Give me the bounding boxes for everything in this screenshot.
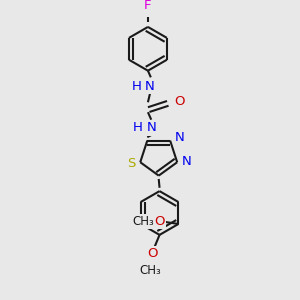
Text: N: N [146, 122, 156, 134]
Text: CH₃: CH₃ [140, 264, 161, 277]
Text: O: O [154, 215, 165, 228]
Text: O: O [174, 94, 185, 107]
Text: H: H [133, 122, 143, 134]
Text: N: N [145, 80, 155, 93]
Text: F: F [144, 0, 152, 12]
Text: S: S [127, 157, 135, 169]
Text: O: O [147, 248, 157, 260]
Text: N: N [174, 131, 184, 144]
Text: H: H [132, 80, 142, 93]
Text: N: N [182, 155, 191, 168]
Text: CH₃: CH₃ [133, 215, 154, 228]
